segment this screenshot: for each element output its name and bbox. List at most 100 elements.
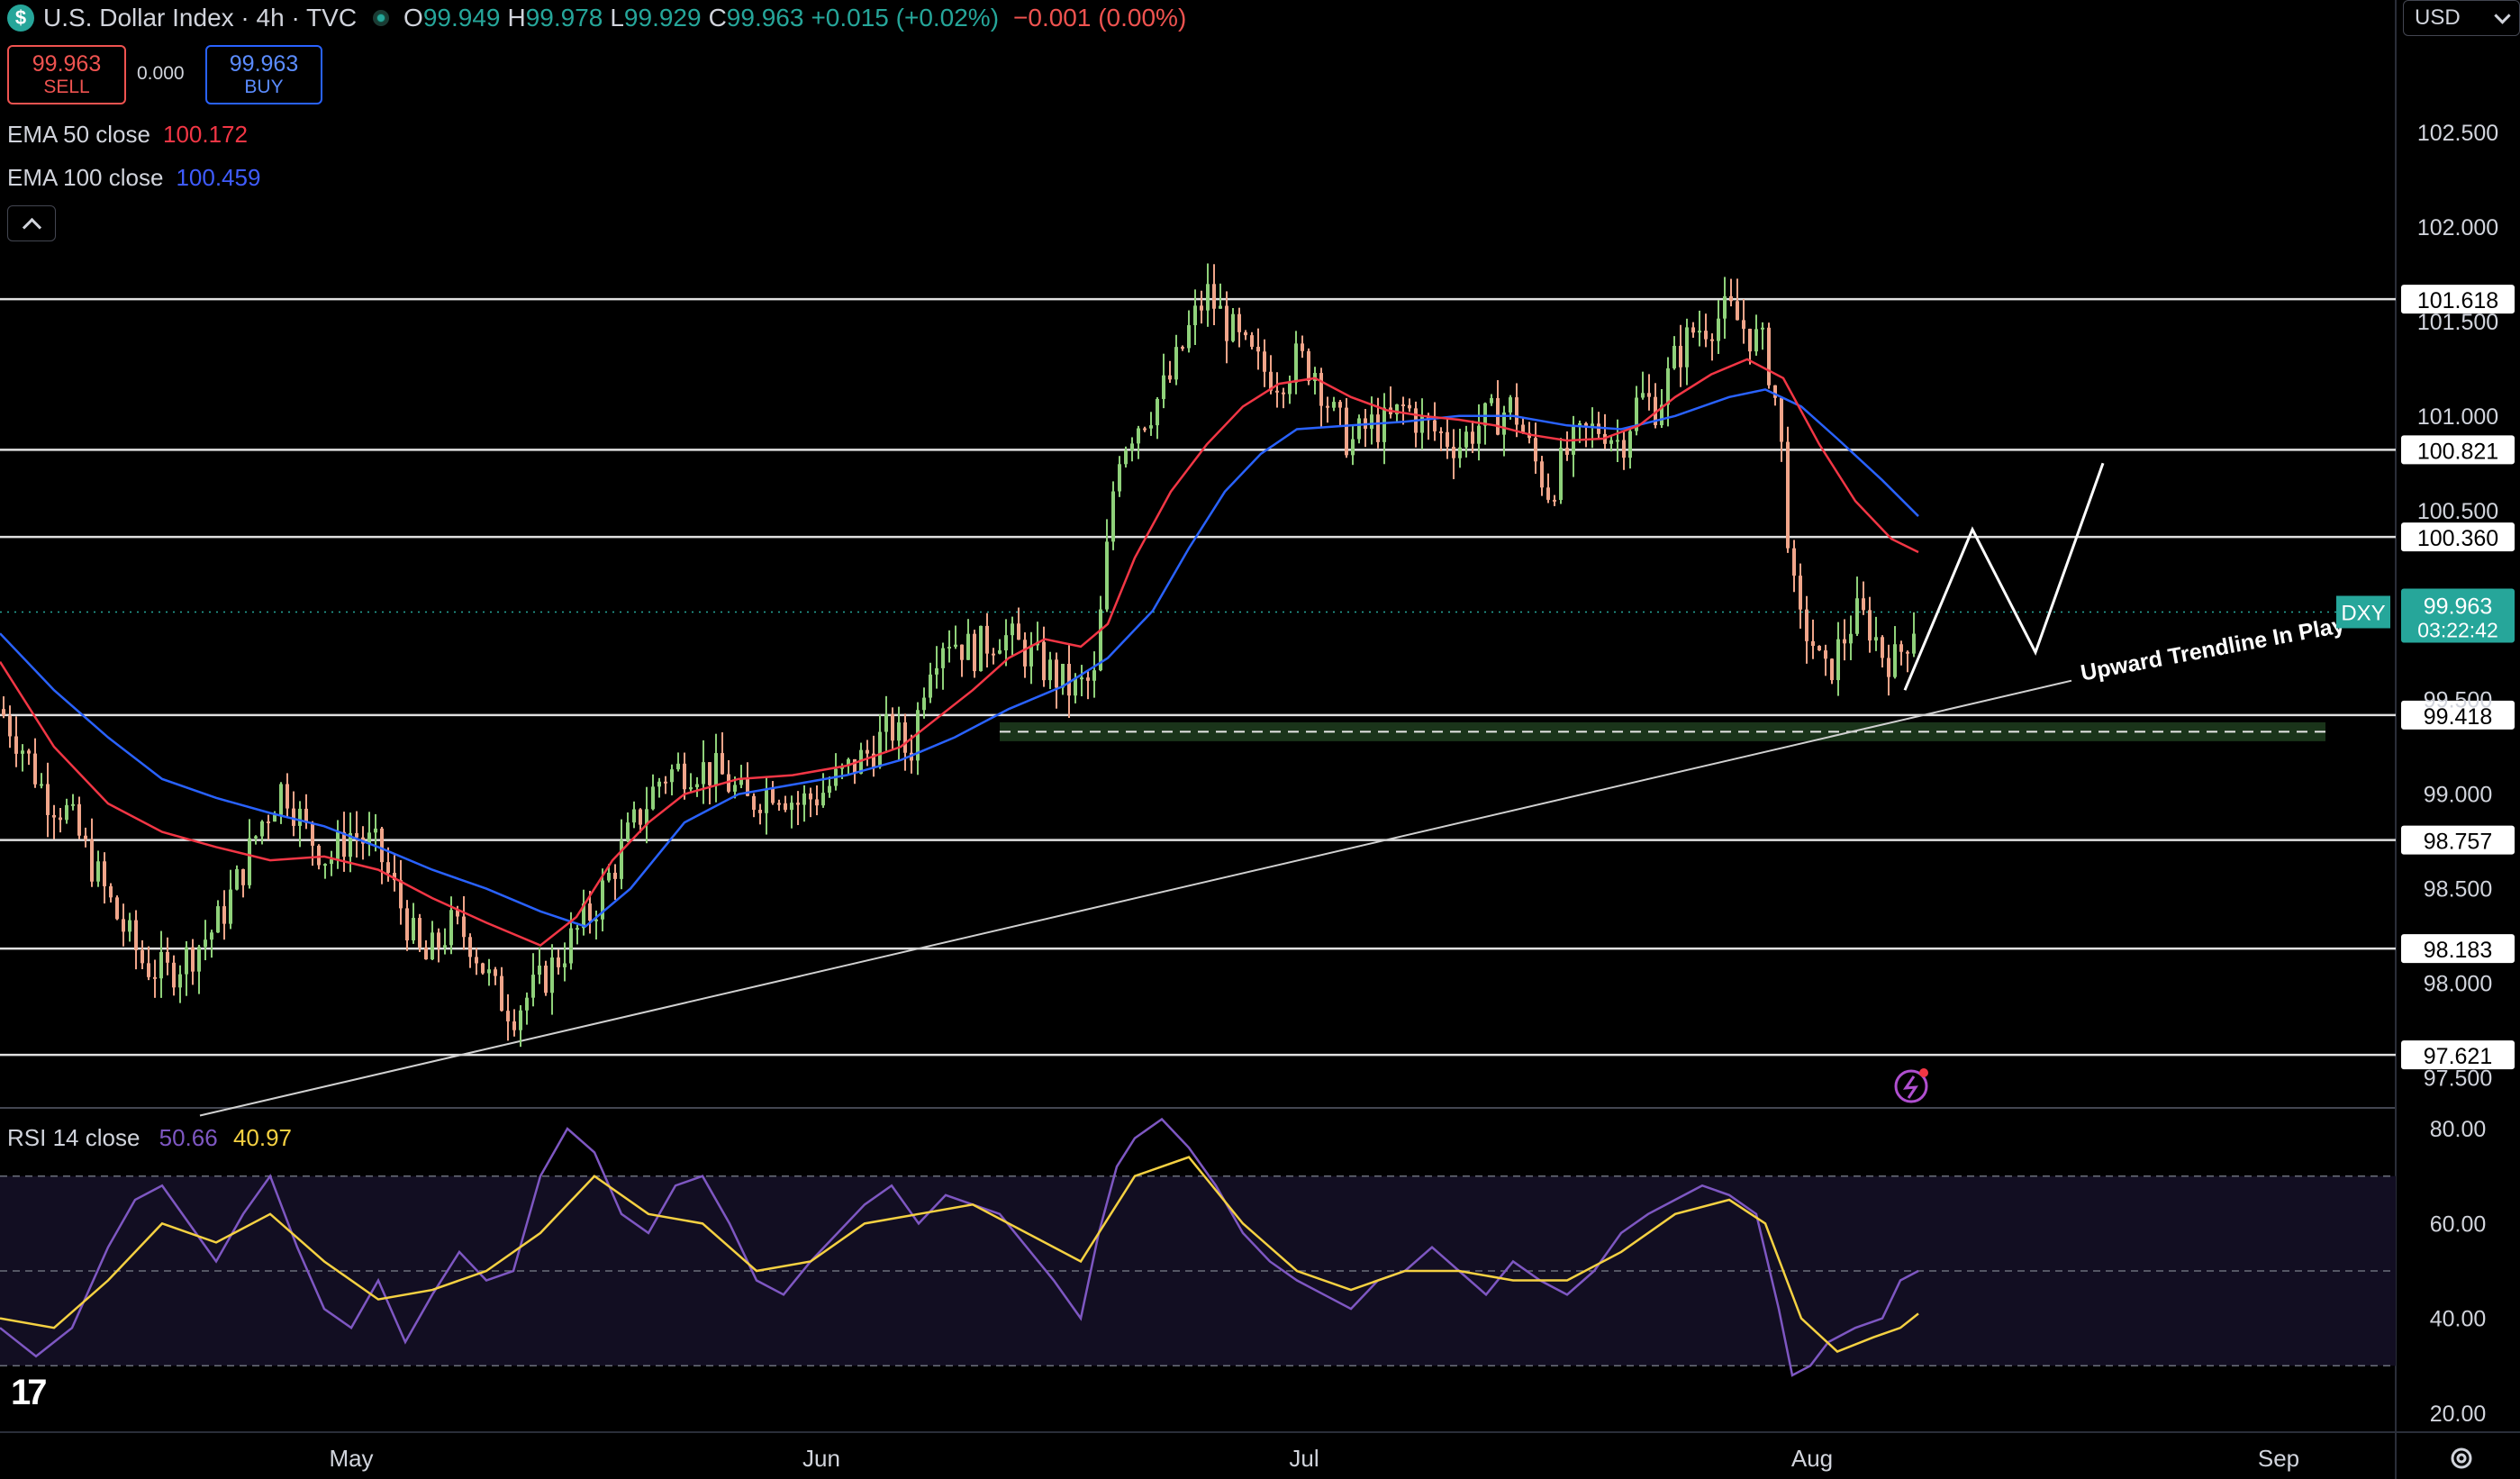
buy-button[interactable]: 99.963 BUY: [205, 45, 322, 104]
ema50-value: 100.172: [162, 121, 248, 148]
candle-body: [222, 906, 226, 924]
candle-body: [796, 803, 800, 805]
candle-body: [1332, 402, 1336, 408]
change-value: +0.015 (+0.02%): [811, 4, 1000, 32]
candle-body: [40, 784, 43, 786]
market-status-dot-icon[interactable]: [373, 10, 390, 26]
candle-body: [1622, 440, 1626, 458]
candle-body: [1799, 576, 1802, 610]
symbol-title[interactable]: U.S. Dollar Index · 4h · TVC: [43, 4, 358, 32]
candle-body: [1275, 390, 1279, 393]
candle-body: [1471, 431, 1474, 444]
candle-body: [1420, 415, 1424, 433]
rsi-ma-line: [0, 1156, 1919, 1353]
candle-body: [1011, 623, 1014, 636]
candle-body: [336, 831, 340, 860]
candle-body: [1679, 345, 1682, 367]
candle-body: [733, 785, 737, 792]
price-tick-1: 102.000: [2417, 215, 2498, 240]
candle-body: [273, 814, 276, 822]
candle-body: [248, 838, 251, 885]
price-tick-3: 101.000: [2417, 404, 2498, 430]
candle-body: [1042, 641, 1046, 681]
candle-body: [1288, 382, 1292, 395]
candle-body: [1357, 418, 1361, 440]
candle-body: [1843, 639, 1846, 644]
candle-body: [1193, 305, 1197, 326]
candle-body: [607, 872, 611, 881]
candle-body: [311, 822, 314, 846]
candle-body: [349, 832, 352, 857]
candle-body: [1162, 375, 1165, 399]
ema50-legend[interactable]: EMA 50 close 100.172: [7, 121, 248, 149]
sell-price: 99.963: [32, 51, 102, 77]
level-label-2: 100.360: [2417, 526, 2498, 551]
candle-body: [1319, 373, 1323, 406]
candle-body: [1698, 331, 1701, 333]
candle-body: [708, 762, 712, 785]
candle-body: [758, 809, 762, 813]
candle-body: [159, 951, 163, 979]
candle-body: [525, 997, 529, 1011]
candle-body: [1168, 375, 1172, 380]
candle-body: [1219, 305, 1222, 309]
candle-body: [21, 750, 24, 754]
candle-body: [714, 753, 718, 785]
last-price-box: [2401, 588, 2515, 643]
candle-body: [2, 709, 5, 716]
ema100-legend[interactable]: EMA 100 close 100.459: [7, 164, 260, 192]
level-label-box-1: [2401, 435, 2515, 465]
ema100-label: EMA 100 close: [7, 164, 164, 191]
currency-selector[interactable]: USD: [2403, 0, 2520, 36]
candle-body: [1212, 284, 1216, 309]
candle-body: [1382, 407, 1386, 442]
high-label: H: [507, 4, 526, 32]
candle-body: [323, 864, 327, 867]
dollar-icon[interactable]: $: [7, 5, 34, 32]
candle-body: [620, 839, 623, 879]
symbol-header: $ U.S. Dollar Index · 4h · TVC O 99.949 H…: [0, 0, 1186, 36]
candle-body: [178, 974, 182, 988]
tradingview-logo[interactable]: 17: [11, 1373, 47, 1412]
time-tick-1: Jun: [802, 1445, 840, 1472]
rsi-legend[interactable]: RSI 14 close 50.66 40.97: [7, 1124, 292, 1152]
candle-body: [59, 817, 62, 821]
candle-body: [241, 869, 245, 885]
candle-body: [1685, 327, 1689, 367]
candle-body: [1811, 640, 1815, 647]
candle-body: [1282, 392, 1285, 395]
candle-body: [1111, 491, 1115, 542]
candle-body: [1855, 598, 1859, 634]
candle-body: [185, 947, 188, 975]
candle-body: [267, 821, 270, 823]
candle-body: [1464, 431, 1468, 448]
candle-body: [1786, 441, 1790, 549]
candle-body: [1641, 393, 1645, 398]
candle-body: [1237, 313, 1241, 332]
gear-icon[interactable]: [2448, 1445, 2475, 1472]
sell-button[interactable]: 99.963 SELL: [7, 45, 126, 104]
candle-body: [929, 674, 932, 698]
candle-body: [153, 976, 157, 979]
candle-body: [437, 932, 440, 948]
price-tick-6: 99.000: [2424, 783, 2492, 808]
candle-body: [33, 753, 37, 785]
candle-body: [500, 975, 503, 1012]
candle-body: [1874, 637, 1878, 641]
candle-body: [424, 947, 428, 960]
buy-label: BUY: [244, 77, 284, 97]
candle-body: [1862, 598, 1865, 611]
candle-body: [954, 644, 957, 648]
candle-body: [355, 832, 358, 838]
candle-body: [1666, 367, 1670, 405]
candle-body: [128, 920, 131, 932]
lightning-icon: [1894, 1069, 1928, 1103]
collapse-legend-button[interactable]: [7, 205, 56, 241]
ema100-line: [0, 388, 1919, 928]
candle-body: [1754, 329, 1758, 352]
candle-body: [65, 804, 68, 821]
candle-body: [1483, 403, 1487, 426]
candle-body: [1912, 633, 1916, 654]
candle-body: [197, 947, 201, 972]
